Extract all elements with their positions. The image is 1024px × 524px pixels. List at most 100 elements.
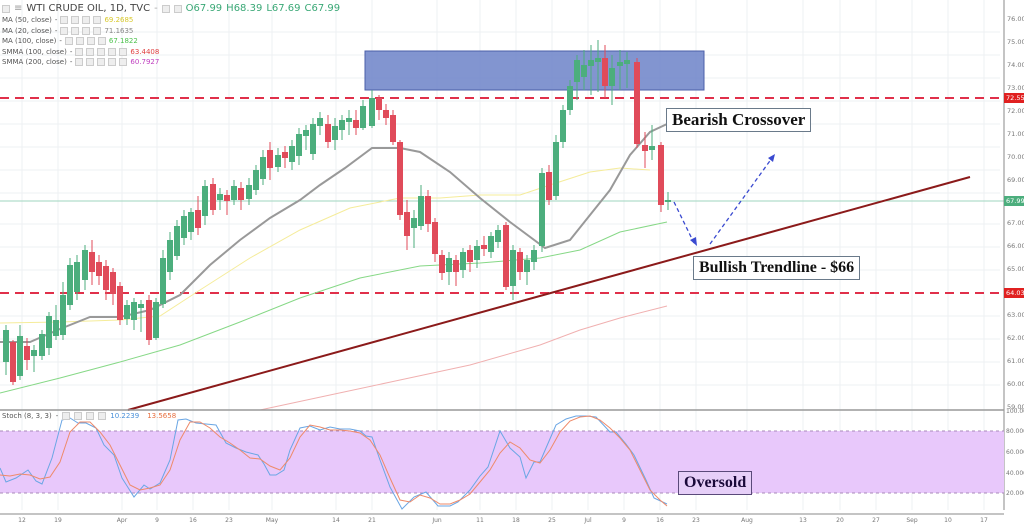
ma-50-line	[0, 167, 651, 324]
svg-text:60.00: 60.00	[1007, 380, 1024, 388]
arrow-head-up-icon	[768, 154, 775, 162]
low-value: L67.69	[266, 3, 301, 14]
ma-20-line	[0, 123, 668, 343]
stoch-label: Stoch (8, 3, 3)	[2, 412, 52, 420]
stoch-k-value: 10.2239	[110, 412, 140, 420]
projection-arrows	[673, 157, 773, 245]
svg-text:23: 23	[692, 517, 700, 524]
bullish-trendline-label[interactable]: Bullish Trendline - $66	[693, 256, 861, 280]
svg-text:69.00: 69.00	[1007, 176, 1024, 184]
stoch-d-line	[0, 415, 668, 507]
svg-text:17: 17	[980, 517, 988, 524]
price-axis[interactable]: 76.00 75.00 74.00 73.00 72.00 71.00 70.00 69.…	[1007, 15, 1024, 411]
svg-text:20: 20	[836, 517, 844, 524]
symbol-title: WTI CRUDE OIL, 1D, TVC	[26, 3, 151, 14]
indicator-ma20[interactable]: MA (20, close) - 71.1635	[2, 26, 134, 35]
stoch-legend[interactable]: Stoch (8, 3, 3) - 10.2239 13.5658	[2, 412, 177, 420]
current-price-label: 67.99	[1006, 197, 1024, 205]
indicator-label: SMMA (100, close)	[2, 47, 67, 56]
svg-text:Sep: Sep	[906, 517, 918, 524]
svg-text:9: 9	[622, 517, 626, 524]
oversold-label[interactable]: Oversold	[678, 471, 753, 495]
svg-text:62.00: 62.00	[1007, 334, 1024, 342]
arrow-head-down-icon	[690, 237, 697, 246]
svg-text:72.00: 72.00	[1007, 107, 1024, 115]
bars-icon: ≡	[14, 3, 23, 14]
indicator-value: 69.2685	[104, 16, 134, 24]
stoch-k-line	[0, 415, 668, 510]
svg-text:Aug: Aug	[741, 517, 753, 524]
svg-text:73.00: 73.00	[1007, 84, 1024, 92]
indicator-label: MA (20, close)	[2, 26, 52, 35]
indicator-value: 71.1635	[104, 26, 134, 35]
svg-text:19: 19	[54, 517, 62, 524]
svg-text:100.0000: 100.0000	[1006, 408, 1024, 415]
indicator-label: MA (50, close)	[2, 16, 52, 24]
svg-text:25: 25	[548, 517, 556, 524]
settings-icon[interactable]	[161, 4, 170, 13]
svg-text:21: 21	[368, 517, 376, 524]
grid	[0, 0, 1000, 510]
svg-text:65.00: 65.00	[1007, 265, 1024, 273]
high-value: H68.39	[226, 3, 263, 14]
support-price-label: 64.03	[1006, 289, 1024, 297]
svg-text:74.00: 74.00	[1007, 61, 1024, 69]
collapse-icon[interactable]	[2, 4, 10, 13]
svg-text:Jul: Jul	[583, 517, 592, 524]
svg-text:76.00: 76.00	[1007, 15, 1024, 23]
current-price-badge	[1004, 196, 1024, 206]
svg-text:14: 14	[332, 517, 340, 524]
svg-text:67.00: 67.00	[1007, 219, 1024, 227]
ma-100-line	[0, 221, 668, 394]
svg-text:66.00: 66.00	[1007, 242, 1024, 250]
svg-text:16: 16	[189, 517, 197, 524]
svg-text:9: 9	[155, 517, 159, 524]
svg-text:61.00: 61.00	[1007, 357, 1024, 365]
stoch-d-value: 13.5658	[147, 412, 177, 420]
indicator-value: 60.7927	[130, 58, 160, 66]
svg-text:May: May	[266, 517, 279, 524]
stoch-axis[interactable]: 100.0000 80.0000 60.0000 40.0000 20.0000	[1006, 408, 1024, 497]
svg-text:20.0000: 20.0000	[1006, 490, 1024, 497]
svg-text:12: 12	[18, 517, 26, 524]
support-price-badge	[1004, 288, 1024, 298]
indicator-value: 67.1822	[108, 37, 138, 45]
smma-200-line	[259, 305, 668, 411]
svg-text:Apr: Apr	[117, 517, 128, 524]
indicator-smma200[interactable]: SMMA (200, close) - 60.7927	[2, 58, 160, 67]
svg-text:27: 27	[872, 517, 880, 524]
indicator-label: SMMA (200, close)	[2, 58, 67, 66]
hide-icon[interactable]	[173, 4, 182, 13]
svg-text:10: 10	[944, 517, 952, 524]
svg-text:Jun: Jun	[431, 517, 442, 524]
close-value: C67.99	[304, 3, 341, 14]
resistance-price-label: 72.55	[1006, 94, 1024, 102]
svg-text:23: 23	[225, 517, 233, 524]
indicator-label: MA (100, close)	[2, 37, 57, 45]
svg-text:16: 16	[656, 517, 664, 524]
svg-text:75.00: 75.00	[1007, 38, 1024, 46]
svg-text:13: 13	[799, 517, 807, 524]
indicator-value: 63.4408	[130, 47, 160, 56]
svg-text:63.00: 63.00	[1007, 311, 1024, 319]
candles	[3, 40, 671, 385]
svg-text:18: 18	[512, 517, 520, 524]
open-value: O67.99	[185, 3, 223, 14]
stoch-band	[0, 431, 1004, 493]
svg-text:11: 11	[476, 517, 484, 524]
svg-text:70.00: 70.00	[1007, 153, 1024, 161]
svg-text:71.00: 71.00	[1007, 130, 1024, 138]
bullish-trendline[interactable]	[127, 176, 971, 411]
indicator-smma100[interactable]: SMMA (100, close) - 63.4408	[2, 47, 160, 56]
indicator-ma50[interactable]: MA (50, close) - 69.2685	[2, 16, 134, 25]
bearish-crossover-label[interactable]: Bearish Crossover	[666, 108, 812, 132]
time-axis[interactable]: 12 19 Apr 9 16 23 May 14 21 Jun 11 18 25 Jul 9 16 23…	[18, 517, 988, 524]
chart-legend: ≡ WTI CRUDE OIL, 1D, TVC - O67.99 H68.39…	[2, 2, 340, 68]
svg-text:60.0000: 60.0000	[1006, 449, 1024, 456]
svg-text:59.00: 59.00	[1007, 403, 1024, 411]
svg-text:40.0000: 40.0000	[1006, 470, 1024, 477]
symbol-header[interactable]: ≡ WTI CRUDE OIL, 1D, TVC - O67.99 H68.39…	[2, 2, 340, 15]
indicator-ma100[interactable]: MA (100, close) - 67.1822	[2, 37, 138, 46]
resistance-zone[interactable]	[364, 50, 705, 91]
